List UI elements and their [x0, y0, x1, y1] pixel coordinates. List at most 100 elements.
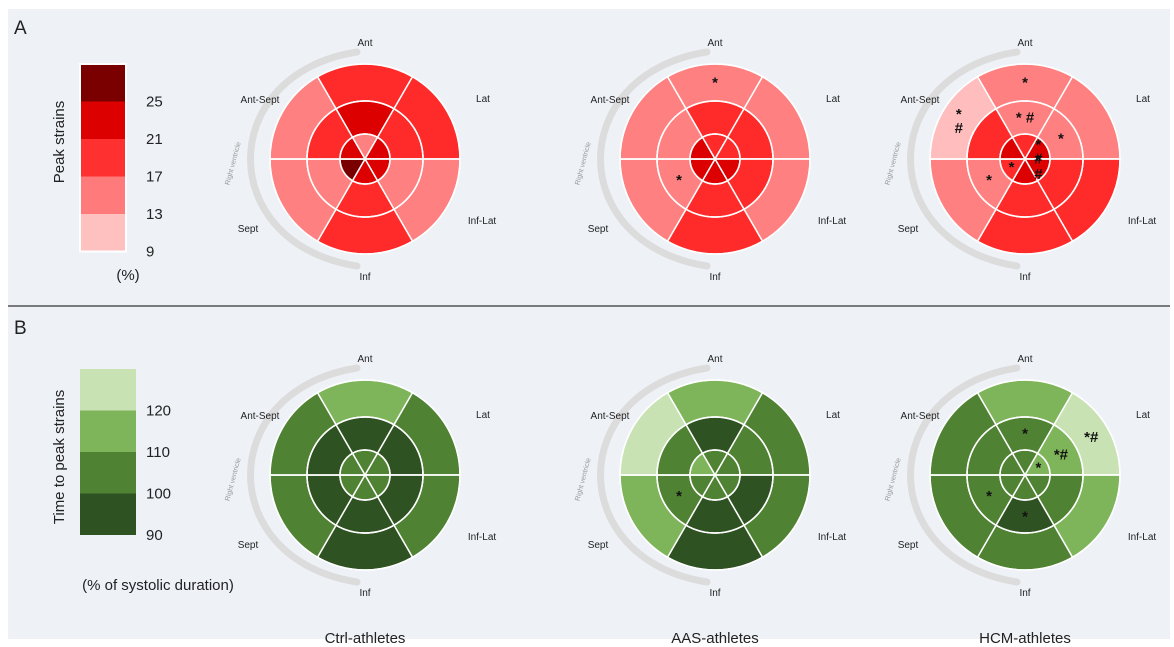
- bullseye-plot: Right ventricleAntLatInf-LatInfSeptAnt-S…: [884, 354, 1156, 599]
- group-label: Ctrl-athletes: [325, 630, 406, 647]
- significance-mark: *: [1022, 75, 1028, 92]
- significance-mark: * #: [1016, 110, 1035, 127]
- ring-outline: [999, 449, 1051, 501]
- legend-swatch: [80, 369, 136, 411]
- segment-label-ant-sept: Ant-Sept: [901, 411, 940, 422]
- legend-unit: (%): [116, 267, 139, 284]
- segment-label-inf: Inf: [1019, 588, 1030, 599]
- significance-mark: *#: [955, 106, 964, 137]
- segment-label-ant-sept: Ant-Sept: [901, 95, 940, 106]
- segment-label-inf: Inf: [359, 272, 370, 283]
- segment-label-lat: Lat: [476, 94, 490, 105]
- significance-mark: *: [986, 488, 992, 505]
- segment-label-inf: Inf: [709, 272, 720, 283]
- significance-mark: *#: [1084, 429, 1099, 446]
- segment-label-inf-lat: Inf-Lat: [1128, 216, 1157, 227]
- right-ventricle-arc: [907, 364, 1021, 586]
- legend-swatch: [80, 214, 126, 252]
- segment-label-inf-lat: Inf-Lat: [468, 532, 497, 543]
- segment-label-lat: Lat: [826, 410, 840, 421]
- ring-outline: [619, 63, 811, 255]
- segment-label-sept: Sept: [898, 540, 919, 551]
- segment-label-lat: Lat: [1136, 410, 1150, 421]
- ring-outline: [929, 379, 1121, 571]
- legend-swatch: [80, 176, 126, 214]
- significance-mark: *#: [1034, 136, 1043, 167]
- ring-outline: [269, 63, 461, 255]
- ring-outline: [656, 416, 774, 534]
- legend-unit: (% of systolic duration): [82, 577, 234, 594]
- color-legend: 120 110 100 90 Time to peak strains (% of sys…: [51, 369, 234, 594]
- segment-label-ant: Ant: [357, 38, 372, 49]
- legend-tick-label: 21: [146, 131, 163, 148]
- right-ventricle-arc: [597, 48, 711, 270]
- legend-tick-label: 110: [146, 444, 170, 461]
- segment-label-ant-sept: Ant-Sept: [591, 411, 630, 422]
- ring-outline: [656, 100, 774, 218]
- legend-swatch: [80, 139, 126, 177]
- ring-outline: [619, 379, 811, 571]
- segment-label-ant: Ant: [1017, 38, 1032, 49]
- ring-outline: [269, 379, 461, 571]
- ring-outline: [999, 133, 1051, 185]
- significance-mark: *#: [1034, 152, 1043, 183]
- legend-tick-label: 9: [146, 244, 154, 261]
- legend-tick-label: 25: [146, 94, 163, 111]
- significance-mark: *: [1058, 130, 1064, 147]
- legend-tick-label: 13: [146, 206, 163, 223]
- bullseye-plot: Right ventricleAntLatInf-LatInfSeptAnt-S…: [574, 354, 846, 599]
- bullseye-plot: Right ventricleAntLatInf-LatInfSeptAnt-S…: [884, 38, 1156, 283]
- significance-mark: *: [1009, 159, 1015, 176]
- ring-outline: [689, 449, 741, 501]
- bullseye-plot: Right ventricleAntLatInf-LatInfSeptAnt-S…: [574, 38, 846, 283]
- ring-outline: [966, 100, 1084, 218]
- segment-label-ant-sept: Ant-Sept: [241, 411, 280, 422]
- segment-label-ant: Ant: [707, 38, 722, 49]
- panel-b: B 120 110 100 90 Time to peak strains (% of sy…: [14, 318, 1156, 599]
- ring-outline: [339, 449, 391, 501]
- right-ventricle-arc: [247, 48, 361, 270]
- segment-label-lat: Lat: [476, 410, 490, 421]
- legend-tick-label: 100: [146, 486, 171, 503]
- legend-frame: [79, 63, 127, 253]
- legend-title: Time to peak strains: [51, 390, 68, 525]
- ring-outline: [306, 416, 424, 534]
- right-ventricle-arc: [247, 364, 361, 586]
- segment-label-sept: Sept: [898, 224, 919, 235]
- right-ventricle-arc: [597, 364, 711, 586]
- bullseye-plot: Right ventricleAntLatInf-LatInfSeptAnt-S…: [224, 38, 496, 283]
- significance-mark: *: [1036, 459, 1042, 476]
- segment-label-ant: Ant: [1017, 354, 1032, 365]
- legend-tick-label: 90: [146, 527, 163, 544]
- bullseye-plot: Right ventricleAntLatInf-LatInfSeptAnt-S…: [224, 354, 496, 599]
- significance-mark: *: [676, 488, 682, 505]
- panel-letter: A: [14, 18, 27, 39]
- legend-swatch: [80, 410, 136, 452]
- segment-label-inf: Inf: [359, 588, 370, 599]
- legend-swatch: [80, 452, 136, 494]
- segment-label-ant-sept: Ant-Sept: [591, 95, 630, 106]
- segment-label-inf-lat: Inf-Lat: [818, 216, 847, 227]
- segment-label-sept: Sept: [238, 224, 259, 235]
- legend-swatch: [80, 101, 126, 139]
- legend-title: Peak strains: [51, 101, 68, 184]
- significance-mark: *: [986, 172, 992, 189]
- segment-label-lat: Lat: [826, 94, 840, 105]
- segment-label-inf: Inf: [709, 588, 720, 599]
- significance-mark: *: [1022, 509, 1028, 526]
- segment-label-lat: Lat: [1136, 94, 1150, 105]
- segment-label-inf-lat: Inf-Lat: [1128, 532, 1157, 543]
- panel-letter: B: [14, 318, 27, 339]
- ring-outline: [966, 416, 1084, 534]
- segment-label-sept: Sept: [588, 224, 609, 235]
- ring-outline: [306, 100, 424, 218]
- legend-swatch: [80, 493, 136, 535]
- legend-swatch: [80, 64, 126, 102]
- segment-label-ant-sept: Ant-Sept: [241, 95, 280, 106]
- ring-outline: [689, 133, 741, 185]
- significance-mark: *: [1022, 426, 1028, 443]
- significance-mark: *: [712, 75, 718, 92]
- segment-label-ant: Ant: [707, 354, 722, 365]
- ring-outline: [929, 63, 1121, 255]
